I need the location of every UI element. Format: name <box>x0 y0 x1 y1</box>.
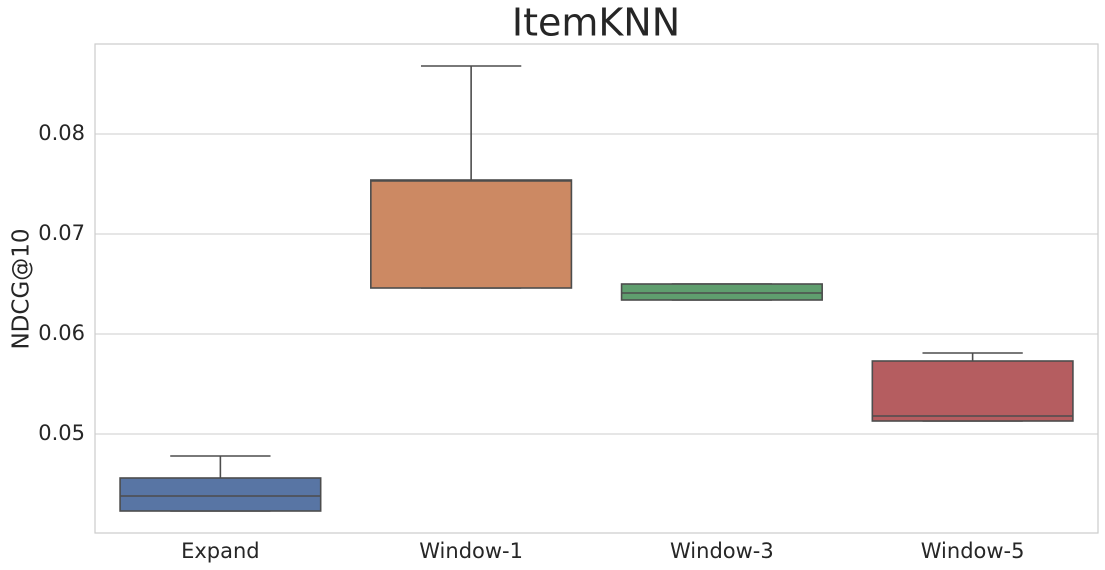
y-tick-label: 0.08 <box>38 121 85 145</box>
chart-title: ItemKNN <box>512 1 680 45</box>
box <box>370 179 573 289</box>
box <box>620 283 823 301</box>
x-tick-label: Expand <box>181 539 260 563</box>
y-axis-label: NDCG@10 <box>9 228 35 349</box>
x-tick-label: Window-5 <box>921 539 1025 563</box>
x-tick-label: Window-3 <box>670 539 774 563</box>
box <box>119 477 322 512</box>
y-tick-label: 0.05 <box>38 421 85 445</box>
x-tick-label: Window-1 <box>419 539 523 563</box>
plot-frame <box>94 43 1099 534</box>
box <box>871 360 1074 422</box>
y-tick-label: 0.06 <box>38 321 85 345</box>
y-tick-label: 0.07 <box>38 221 85 245</box>
